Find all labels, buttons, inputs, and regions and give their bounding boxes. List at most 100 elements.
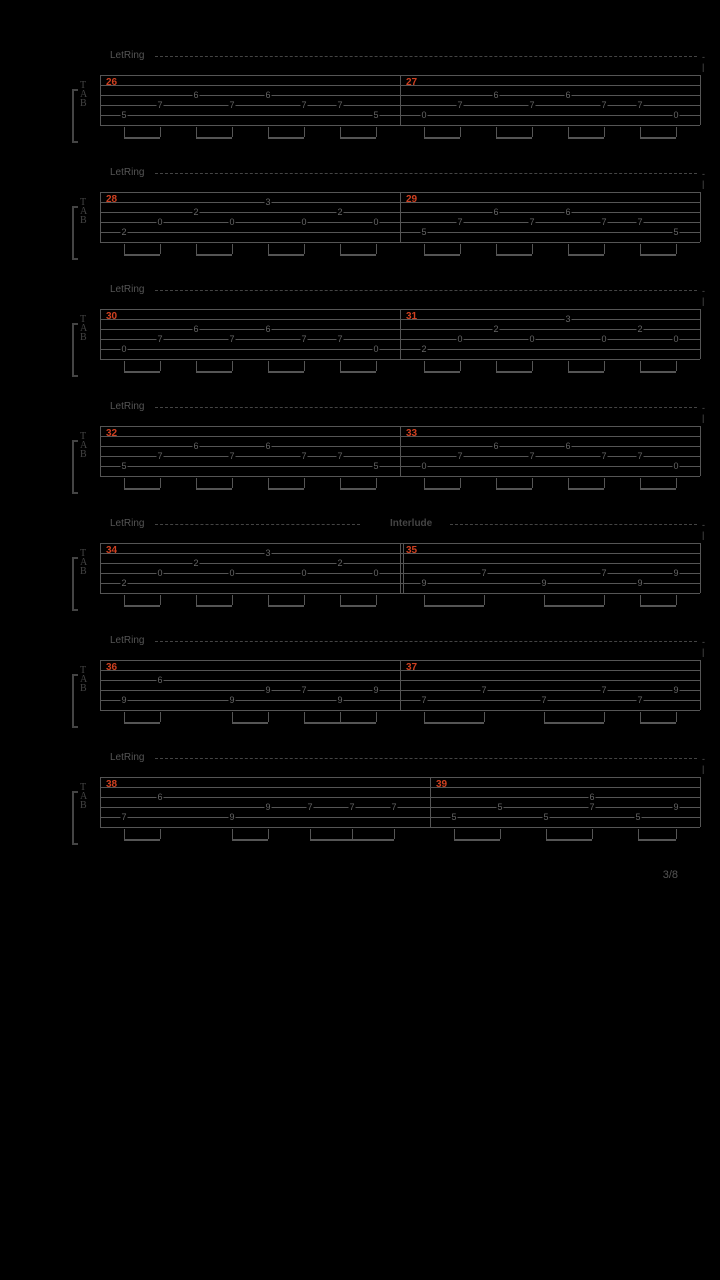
note-stem xyxy=(304,361,305,371)
note-stem xyxy=(676,478,677,488)
tab-system: LetRingInterlude-|3435TAB20203020979799 xyxy=(40,518,680,593)
system-bracket xyxy=(72,440,78,494)
barline-double xyxy=(403,543,404,593)
note-stem xyxy=(496,361,497,371)
note-stem xyxy=(460,361,461,371)
fret-number: 0 xyxy=(120,345,127,353)
beam xyxy=(124,839,160,841)
tab-clef: TAB xyxy=(80,432,87,459)
tab-system: LetRing-|2627TAB5767677507676770 xyxy=(40,50,680,125)
beam xyxy=(638,839,676,841)
note-stem xyxy=(460,478,461,488)
barline xyxy=(700,192,701,242)
fret-number: 5 xyxy=(496,803,503,811)
fret-number: 6 xyxy=(192,442,199,450)
letring-annotation: LetRing-| xyxy=(110,635,680,646)
note-stem xyxy=(160,361,161,371)
system-bracket xyxy=(72,674,78,728)
fret-number: 2 xyxy=(492,325,499,333)
beam-group xyxy=(100,361,700,375)
staff-line xyxy=(100,787,700,788)
fret-number: 7 xyxy=(336,101,343,109)
tab-staff: TAB5767677507676770 xyxy=(100,426,700,476)
note-stem xyxy=(568,244,569,254)
staff-wrap: 3839TAB76997775556759 xyxy=(100,777,700,827)
beam xyxy=(424,371,460,373)
system-bracket xyxy=(72,206,78,260)
tab-clef: TAB xyxy=(80,198,87,225)
note-stem xyxy=(424,478,425,488)
note-stem xyxy=(124,712,125,722)
fret-number: 6 xyxy=(192,325,199,333)
note-stem xyxy=(676,712,677,722)
barline xyxy=(400,543,401,593)
note-stem xyxy=(604,127,605,137)
letring-label: LetRing xyxy=(110,284,144,295)
fret-number: 7 xyxy=(300,452,307,460)
barline xyxy=(700,75,701,125)
beam xyxy=(496,137,532,139)
beam-group xyxy=(100,127,700,141)
fret-number: 9 xyxy=(120,696,127,704)
tab-system: LetRing-|3233TAB5767677507676770 xyxy=(40,401,680,476)
fret-number: 7 xyxy=(636,452,643,460)
note-stem xyxy=(232,595,233,605)
system-bracket xyxy=(72,89,78,143)
fret-number: 9 xyxy=(672,686,679,694)
note-stem xyxy=(424,712,425,722)
note-stem xyxy=(124,478,125,488)
fret-number: 0 xyxy=(372,569,379,577)
barline xyxy=(100,309,101,359)
fret-number: 7 xyxy=(636,218,643,226)
beam xyxy=(544,605,604,607)
note-stem xyxy=(376,361,377,371)
fret-number: 7 xyxy=(306,803,313,811)
note-stem xyxy=(424,361,425,371)
staff-line xyxy=(100,476,700,477)
note-stem xyxy=(500,829,501,839)
note-stem xyxy=(394,829,395,839)
note-stem xyxy=(568,478,569,488)
fret-number: 3 xyxy=(264,198,271,206)
note-stem xyxy=(640,244,641,254)
note-stem xyxy=(638,829,639,839)
note-stem xyxy=(546,829,547,839)
note-stem xyxy=(196,127,197,137)
beam xyxy=(640,254,676,256)
fret-number: 6 xyxy=(156,676,163,684)
tab-staff: TAB2020302057676775 xyxy=(100,192,700,242)
fret-number: 5 xyxy=(120,462,127,470)
letring-annotation: LetRing-| xyxy=(110,50,680,61)
note-stem xyxy=(604,244,605,254)
tab-staff: TAB0767677020203020 xyxy=(100,309,700,359)
letring-label: LetRing xyxy=(110,167,144,178)
note-stem xyxy=(544,595,545,605)
note-stem xyxy=(544,712,545,722)
fret-number: 7 xyxy=(636,101,643,109)
beam xyxy=(640,371,676,373)
note-stem xyxy=(340,712,341,722)
fret-number: 6 xyxy=(492,208,499,216)
fret-number: 7 xyxy=(600,101,607,109)
note-stem xyxy=(160,127,161,137)
note-stem xyxy=(268,244,269,254)
note-stem xyxy=(196,595,197,605)
note-stem xyxy=(640,361,641,371)
fret-number: 9 xyxy=(372,686,379,694)
beam xyxy=(124,605,160,607)
staff-line xyxy=(100,797,700,798)
beam xyxy=(640,605,676,607)
note-stem xyxy=(232,127,233,137)
staff-line xyxy=(100,827,700,828)
beam xyxy=(424,137,460,139)
tab-system: LetRing-|3031TAB0767677020203020 xyxy=(40,284,680,359)
letring-label: LetRing xyxy=(110,752,144,763)
fret-number: 2 xyxy=(636,325,643,333)
fret-number: 7 xyxy=(588,803,595,811)
fret-number: 9 xyxy=(264,686,271,694)
beam-group xyxy=(100,244,700,258)
fret-number: 7 xyxy=(300,101,307,109)
letring-annotation: LetRing-| xyxy=(110,752,680,763)
barline xyxy=(100,192,101,242)
beam xyxy=(232,839,268,841)
